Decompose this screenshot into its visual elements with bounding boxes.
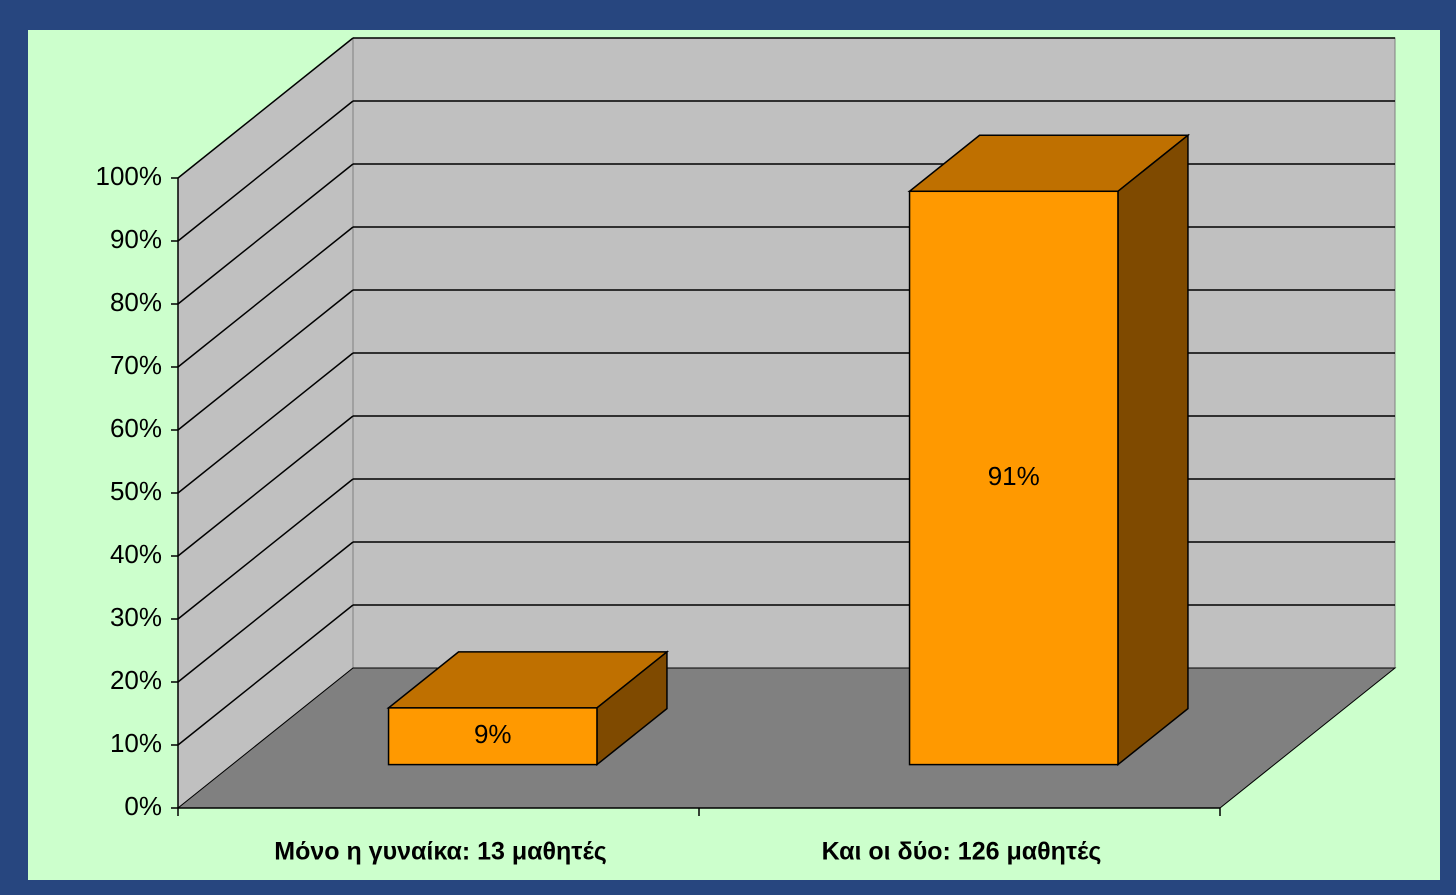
y-tick-label: 90% — [110, 224, 162, 254]
grid-line — [177, 604, 354, 746]
bar — [908, 190, 1119, 766]
y-tick-label: 30% — [110, 602, 162, 632]
grid-line — [177, 352, 354, 494]
bar-side — [1117, 133, 1189, 767]
y-tick-label: 10% — [110, 728, 162, 758]
y-tick-label: 20% — [110, 665, 162, 695]
x-tick-label: Μόνο η γυναίκα: 13 μαθητές — [274, 838, 607, 866]
data-label: 91% — [988, 461, 1040, 491]
grid-line — [177, 163, 354, 305]
grid-line — [177, 37, 354, 179]
grid-line — [177, 226, 354, 368]
y-tick-label: 40% — [110, 539, 162, 569]
grid-line — [177, 100, 354, 242]
data-label: 9% — [474, 719, 512, 749]
grid-line — [177, 289, 354, 431]
grid-line — [177, 478, 354, 620]
floor — [176, 667, 1397, 809]
y-tick-label: 70% — [110, 350, 162, 380]
x-tick-label: Και οι δύο: 126 μαθητές — [822, 838, 1102, 866]
y-tick-label: 60% — [110, 413, 162, 443]
grid-line — [177, 541, 354, 683]
bar — [387, 707, 598, 766]
y-tick-label: 0% — [124, 791, 162, 821]
y-tick-label: 80% — [110, 287, 162, 317]
y-tick-label: 50% — [110, 476, 162, 506]
y-tick-label: 100% — [96, 161, 163, 191]
grid-line — [177, 415, 354, 557]
